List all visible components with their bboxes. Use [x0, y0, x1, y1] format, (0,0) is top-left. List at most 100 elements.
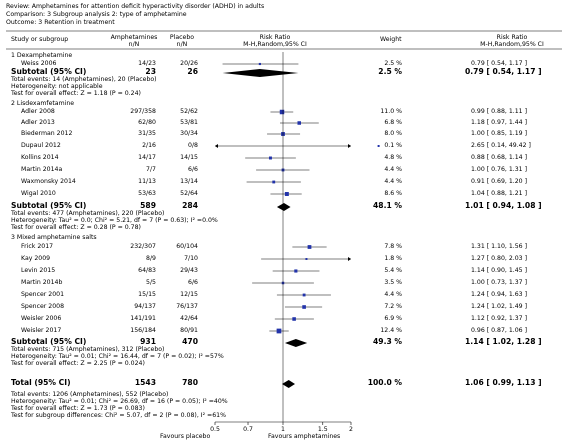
study-exp: 53/63	[138, 190, 156, 197]
subgroup-info: Test for overall effect: Z = 2.25 (P = 0…	[11, 360, 145, 367]
subtotal-diamond	[222, 69, 299, 77]
study-name: Frick 2017	[21, 243, 54, 250]
col-weight: Weight	[380, 36, 402, 43]
total-info: Test for subgroup differences: Chi² = 5.…	[11, 412, 226, 419]
study-weight: 6.8 %	[384, 119, 402, 126]
subgroup-info: Heterogeneity: Tau² = 0.01; Chi² = 16.44…	[11, 353, 224, 360]
study-name: Martin 2014b	[21, 279, 63, 286]
total-info: Heterogeneity: Tau² = 0.01; Chi² = 26.69…	[11, 398, 228, 405]
subtotal-label: Subtotal (95% CI)	[11, 337, 87, 346]
col-rr-sub: M-H,Random,95% CI	[243, 41, 307, 48]
col-exp: Amphetamines	[110, 34, 158, 41]
study-name: Waxmonsky 2014	[21, 178, 76, 185]
x-tick-label: 0.5	[210, 426, 220, 433]
total-weight: 100.0 %	[367, 378, 402, 387]
study-ctl: 29/43	[180, 267, 198, 274]
subtotal-exp: 23	[145, 67, 156, 76]
study-ctl: 13/14	[180, 178, 198, 185]
subgroup-info: Heterogeneity: Tau² = 0.0; Chi² = 5.21, …	[11, 217, 218, 224]
col-rr2-sub: M-H,Random,95% CI	[480, 41, 544, 48]
study-exp: 8/9	[146, 255, 156, 262]
study-ci: 2.65 [ 0.14, 49.42 ]	[471, 142, 531, 149]
study-weight: 8.6 %	[384, 190, 402, 197]
study-ctl: 20/26	[180, 60, 198, 67]
study-weight: 0.1 %	[384, 142, 402, 149]
study-point-marker	[297, 121, 301, 125]
total-ci: 1.06 [ 0.99, 1.13 ]	[465, 378, 542, 387]
study-point-marker	[302, 293, 306, 297]
subgroup-heading: 1 Dexamphetamine	[11, 52, 73, 59]
study-exp: 31/35	[138, 130, 156, 137]
col-ctl-sub: n/N	[176, 41, 188, 48]
study-ci: 1.04 [ 0.88, 1.21 ]	[471, 190, 527, 197]
total-ctl: 780	[182, 378, 198, 387]
study-weight: 4.8 %	[384, 154, 402, 161]
subtotal-exp: 589	[140, 201, 156, 210]
study-exp: 15/15	[138, 291, 156, 298]
study-exp: 5/5	[146, 279, 156, 286]
subtotal-weight: 48.1 %	[373, 201, 402, 210]
favours-placebo-label: Favours placebo	[160, 433, 211, 440]
study-weight: 8.0 %	[384, 130, 402, 137]
subgroup-heading: 2 Lisdexamfetamine	[11, 100, 75, 107]
study-ctl: 80/91	[180, 327, 198, 334]
review-line: Review: Amphetamines for attention defic…	[6, 3, 265, 10]
subtotal-label: Subtotal (95% CI)	[11, 67, 87, 76]
subtotal-ci: 0.79 [ 0.54, 1.17 ]	[465, 67, 542, 76]
study-exp: 2/16	[142, 142, 156, 149]
study-name: Adler 2008	[21, 108, 55, 115]
study-ci: 1.00 [ 0.85, 1.19 ]	[471, 130, 527, 137]
study-ctl: 0/8	[188, 142, 198, 149]
outcome-line: Outcome: 3 Retention in treatment	[6, 19, 115, 26]
study-weight: 6.9 %	[384, 315, 402, 322]
x-tick-label: 0.7	[243, 426, 253, 433]
study-name: Weisler 2017	[21, 327, 62, 334]
study-weight: 4.4 %	[384, 178, 402, 185]
study-point-marker	[276, 328, 282, 334]
study-ci: 0.96 [ 0.87, 1.06 ]	[471, 327, 527, 334]
subtotal-ctl: 470	[182, 337, 198, 346]
study-point-marker	[258, 62, 261, 66]
study-ci: 1.12 [ 0.92, 1.37 ]	[471, 315, 527, 322]
study-name: Spencer 2008	[21, 303, 65, 310]
subgroup-heading: 3 Mixed amphetamine salts	[11, 234, 97, 241]
study-ci: 1.24 [ 1.02, 1.49 ]	[471, 303, 527, 310]
study-exp: 62/80	[138, 119, 156, 126]
study-ci: 1.27 [ 0.80, 2.03 ]	[471, 255, 527, 262]
study-weight: 7.2 %	[384, 303, 402, 310]
study-ctl: 30/34	[180, 130, 198, 137]
ci-arrow-left	[215, 144, 218, 148]
subtotal-label: Subtotal (95% CI)	[11, 201, 87, 210]
study-ci: 1.00 [ 0.76, 1.31 ]	[471, 166, 527, 173]
study-exp: 64/83	[138, 267, 156, 274]
subtotal-weight: 2.5 %	[378, 67, 402, 76]
col-rr2: Risk Ratio	[496, 34, 528, 41]
x-tick-label: 1.5	[317, 426, 328, 433]
study-exp: 11/13	[138, 178, 156, 185]
study-ci: 0.88 [ 0.68, 1.14 ]	[471, 154, 527, 161]
study-weight: 5.4 %	[384, 267, 402, 274]
study-weight: 4.4 %	[384, 166, 402, 173]
ci-arrow-right	[348, 257, 351, 261]
study-point-marker	[302, 305, 306, 309]
study-ci: 0.91 [ 0.69, 1.20 ]	[471, 178, 527, 185]
study-exp: 156/184	[130, 327, 156, 334]
study-point-marker	[279, 109, 285, 115]
subtotal-weight: 49.3 %	[373, 337, 402, 346]
study-weight: 1.8 %	[384, 255, 402, 262]
study-ctl: 53/81	[180, 119, 198, 126]
study-point-marker	[294, 269, 298, 273]
study-ctl: 60/104	[176, 243, 198, 250]
study-name: Dupaul 2012	[21, 142, 61, 149]
subgroup-info: Total events: 477 (Amphetamines), 220 (P…	[11, 210, 165, 217]
study-name: Wigal 2010	[21, 190, 56, 197]
study-weight: 2.5 %	[384, 60, 402, 67]
study-exp: 297/358	[130, 108, 156, 115]
study-ci: 1.24 [ 0.94, 1.63 ]	[471, 291, 527, 298]
total-diamond	[282, 380, 295, 388]
study-name: Spencer 2001	[21, 291, 65, 298]
study-name: Adler 2013	[21, 119, 55, 126]
study-ctl: 42/64	[180, 315, 198, 322]
col-ctl: Placebo	[169, 34, 195, 41]
